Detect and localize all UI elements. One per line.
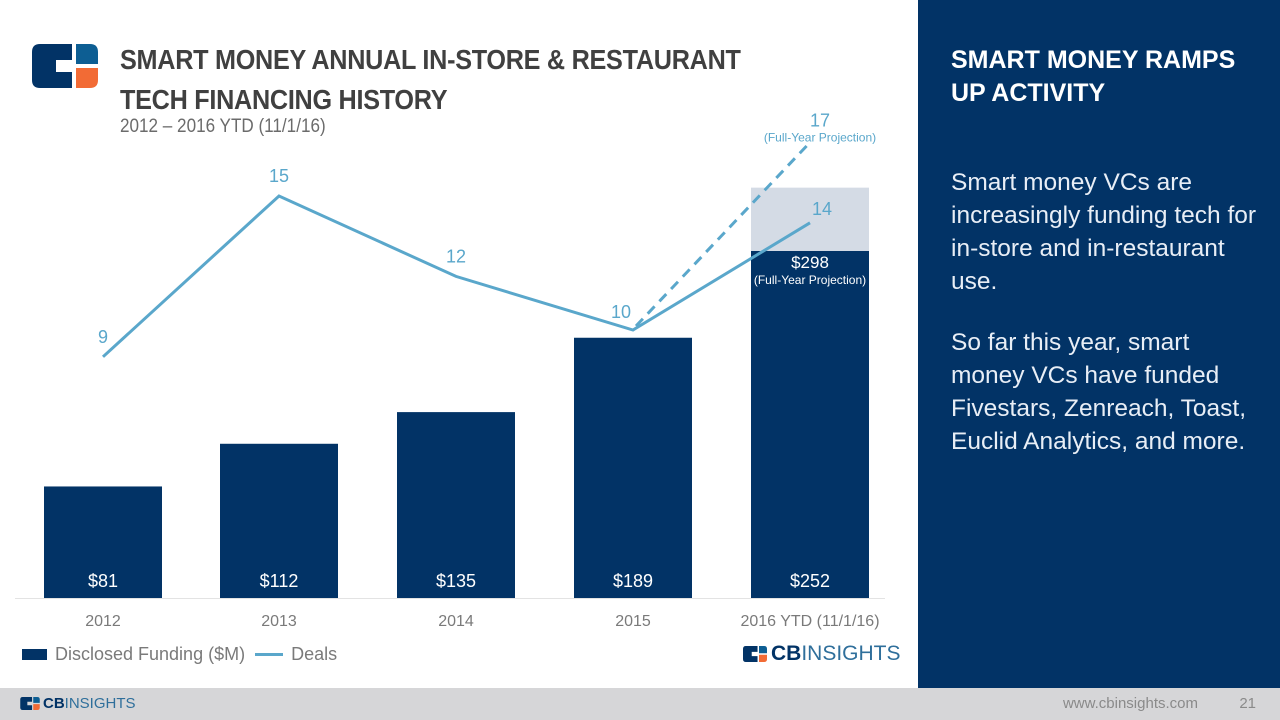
x-tick-label: 2014 — [438, 613, 474, 630]
funding-bar-label: $189 — [613, 571, 653, 591]
legend-swatch-funding — [22, 648, 47, 660]
projection-funding-label: $298 — [791, 253, 829, 272]
funding-bar-label: $135 — [436, 571, 476, 591]
funding-bar-label: $81 — [88, 571, 118, 591]
deals-point-label: 12 — [446, 246, 466, 266]
x-tick-label: 2012 — [85, 613, 121, 630]
deals-point-label: 9 — [98, 327, 108, 347]
cb-insights-logo-chart: CB INSIGHTS — [743, 642, 901, 666]
cb-insights-logo-footer: CB INSIGHTS — [20, 695, 136, 712]
x-tick-label: 2016 YTD (11/1/16) — [740, 613, 879, 630]
page-subtitle: 2012 – 2016 YTD (11/1/16) — [120, 116, 326, 137]
legend-label-funding: Disclosed Funding ($M) — [55, 643, 246, 664]
deals-line — [101, 194, 811, 358]
legend-swatch-deals — [255, 652, 284, 656]
deals-point-label: 14 — [812, 199, 832, 219]
projection-deals-note: (Full-Year Projection) — [764, 130, 876, 144]
x-tick-label: 2013 — [261, 613, 297, 630]
legend-label-deals: Deals — [291, 643, 338, 664]
projection-funding-note: (Full-Year Projection) — [754, 273, 866, 287]
funding-bar — [220, 443, 338, 598]
brand-cb: CB — [771, 642, 802, 665]
sidebar-paragraph-2: So far this year, smart money VCs have f… — [951, 329, 1247, 455]
funding-bar — [574, 337, 692, 598]
cb-insights-mark-icon — [743, 646, 767, 662]
title-line-2: TECH FINANCING HISTORY — [120, 84, 448, 115]
brand-insights: INSIGHTS — [64, 695, 136, 712]
title-line-1: SMART MONEY ANNUAL IN-STORE & RESTAURANT — [120, 44, 741, 75]
brand-insights: INSIGHTS — [801, 642, 901, 665]
brand-cb: CB — [43, 695, 65, 712]
cb-insights-mark-icon — [32, 44, 98, 88]
funding-bar — [44, 486, 162, 598]
deals-point-label: 10 — [611, 302, 631, 322]
footer-bar — [0, 688, 1280, 720]
sidebar-panel — [918, 0, 1280, 688]
projection-deals-label: 17 — [810, 110, 830, 130]
sidebar-paragraph-1: Smart money VCs are increasingly funding… — [951, 169, 1257, 295]
footer-url[interactable]: www.cbinsights.com — [1062, 695, 1198, 712]
deals-projection-line — [634, 141, 812, 328]
deals-point-label: 15 — [269, 166, 289, 186]
page-title: SMART MONEY ANNUAL IN-STORE & RESTAURANT… — [120, 40, 750, 120]
chart: $81 2012 $112 2013 $135 2014 $189 2015 $252 2016 … — [15, 110, 885, 630]
funding-bar-label: $112 — [260, 571, 299, 591]
funding-bar — [397, 412, 515, 598]
cb-insights-mark-icon — [20, 697, 40, 710]
x-tick-label: 2015 — [615, 613, 651, 630]
page-number: 21 — [1239, 695, 1256, 712]
funding-bar — [751, 250, 869, 598]
sidebar-title: SMART MONEY RAMPS UP ACTIVITY — [951, 46, 1236, 107]
chart-legend: Disclosed Funding ($M) Deals — [22, 642, 337, 666]
funding-bar-label: $252 — [790, 571, 830, 591]
